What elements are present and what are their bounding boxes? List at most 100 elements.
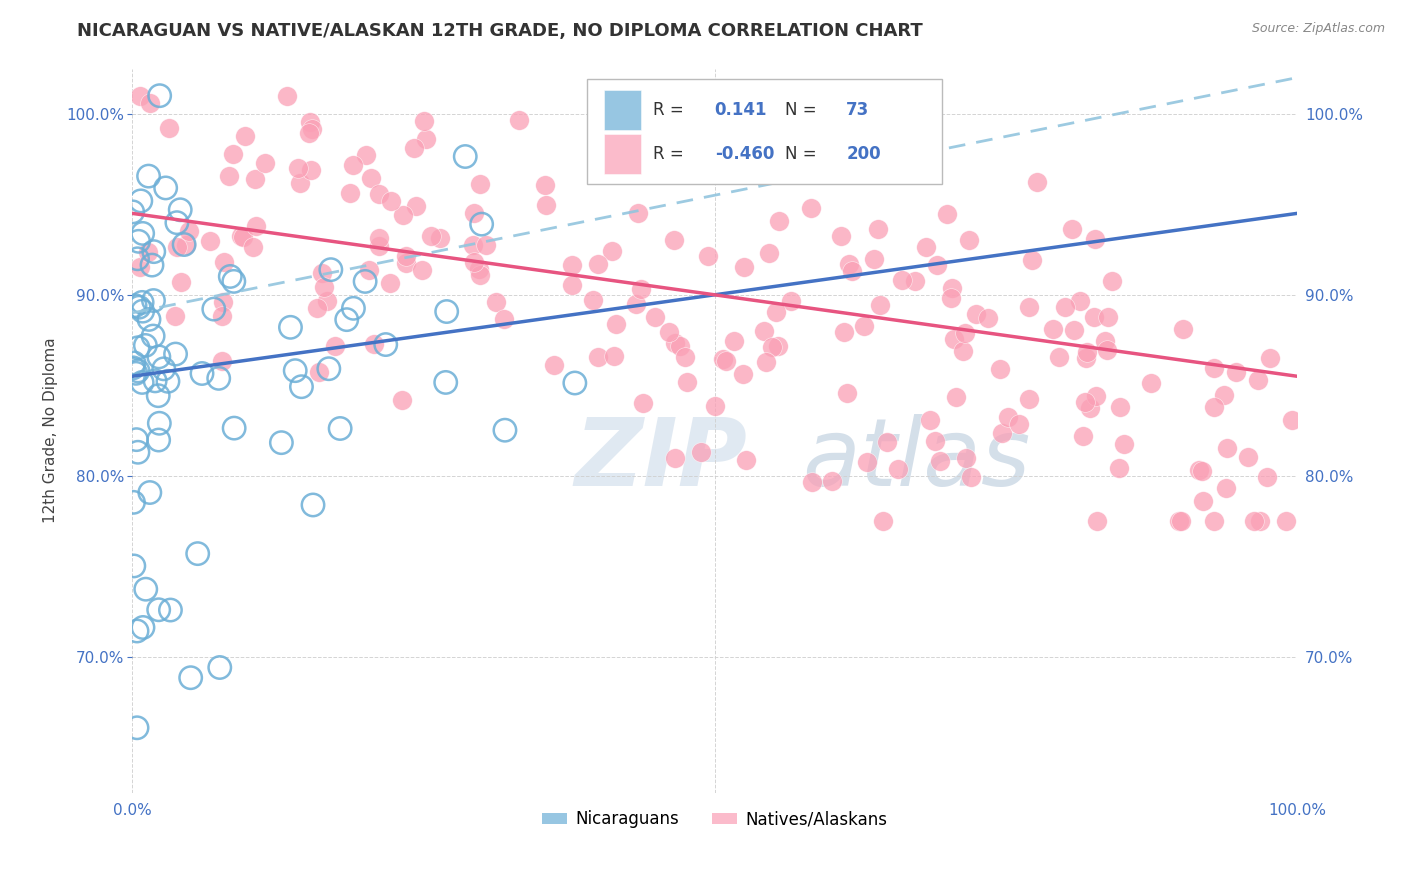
Point bbox=[233, 128, 256, 143]
Point bbox=[312, 279, 335, 293]
Point bbox=[319, 262, 342, 277]
Point bbox=[564, 376, 586, 390]
Point bbox=[342, 158, 364, 172]
Point bbox=[122, 558, 145, 573]
Point bbox=[336, 312, 359, 326]
Point bbox=[475, 238, 498, 252]
Point bbox=[434, 376, 457, 390]
Point bbox=[924, 434, 946, 448]
Point bbox=[633, 396, 655, 410]
Point bbox=[155, 181, 177, 195]
Point bbox=[308, 365, 330, 379]
Point bbox=[367, 239, 389, 253]
Point bbox=[856, 455, 879, 469]
Point bbox=[131, 376, 153, 390]
Point bbox=[134, 338, 156, 352]
Point bbox=[169, 202, 191, 217]
Point bbox=[1202, 400, 1225, 414]
Point bbox=[342, 301, 364, 316]
Point bbox=[173, 237, 195, 252]
Point bbox=[758, 245, 780, 260]
Point bbox=[139, 485, 162, 500]
Point bbox=[1094, 334, 1116, 348]
Point bbox=[952, 343, 974, 358]
Point bbox=[468, 177, 491, 191]
Y-axis label: 12th Grade, No Diploma: 12th Grade, No Diploma bbox=[44, 338, 58, 524]
Point bbox=[170, 275, 193, 289]
Point bbox=[339, 186, 361, 200]
Point bbox=[1101, 274, 1123, 288]
Point bbox=[139, 96, 162, 111]
Point bbox=[668, 339, 690, 353]
Point bbox=[942, 333, 965, 347]
Point bbox=[1216, 442, 1239, 456]
Point bbox=[586, 257, 609, 271]
Point bbox=[991, 425, 1014, 440]
Point bbox=[1018, 300, 1040, 314]
Point bbox=[131, 295, 153, 310]
Point bbox=[1204, 361, 1226, 376]
Point bbox=[723, 334, 745, 349]
Point bbox=[953, 326, 976, 340]
Point bbox=[1225, 365, 1247, 379]
Point bbox=[1112, 437, 1135, 451]
Point bbox=[534, 178, 557, 192]
Point bbox=[148, 389, 170, 403]
Point bbox=[872, 514, 894, 528]
Point bbox=[1212, 388, 1234, 402]
Point bbox=[957, 234, 980, 248]
Text: atlas: atlas bbox=[801, 414, 1031, 505]
Point bbox=[374, 337, 396, 351]
Point bbox=[1108, 461, 1130, 475]
Point bbox=[454, 149, 477, 163]
Point bbox=[363, 337, 385, 351]
Point bbox=[177, 224, 200, 238]
Point bbox=[1053, 300, 1076, 314]
Point bbox=[1021, 253, 1043, 268]
Point bbox=[800, 201, 823, 215]
Point bbox=[696, 248, 718, 262]
Point bbox=[1109, 400, 1132, 414]
Point bbox=[1084, 231, 1107, 245]
Point bbox=[1076, 344, 1098, 359]
Point bbox=[411, 263, 433, 277]
Point bbox=[920, 413, 942, 427]
Point bbox=[711, 352, 734, 367]
Point bbox=[122, 356, 145, 370]
Point bbox=[887, 462, 910, 476]
Point bbox=[129, 88, 152, 103]
Point bbox=[869, 298, 891, 312]
Point bbox=[463, 206, 485, 220]
Point bbox=[232, 230, 254, 244]
Point bbox=[166, 240, 188, 254]
Point bbox=[1047, 350, 1070, 364]
Point bbox=[299, 114, 322, 128]
Point bbox=[955, 450, 977, 465]
Point bbox=[211, 354, 233, 368]
Point bbox=[780, 293, 803, 308]
Point bbox=[436, 304, 458, 318]
Point bbox=[415, 132, 437, 146]
Point bbox=[138, 312, 160, 326]
Point bbox=[159, 603, 181, 617]
Point bbox=[733, 368, 755, 382]
Point bbox=[891, 273, 914, 287]
Point bbox=[821, 474, 844, 488]
Point bbox=[876, 434, 898, 449]
Point bbox=[127, 341, 149, 355]
Point bbox=[658, 325, 681, 339]
Point bbox=[302, 498, 325, 512]
Point bbox=[1192, 494, 1215, 508]
Point bbox=[405, 199, 427, 213]
Point bbox=[288, 177, 311, 191]
Point bbox=[561, 277, 583, 292]
Text: 73: 73 bbox=[846, 102, 869, 120]
Point bbox=[1249, 514, 1271, 528]
Legend: Nicaraguans, Natives/Alaskans: Nicaraguans, Natives/Alaskans bbox=[536, 804, 894, 835]
Point bbox=[1243, 514, 1265, 528]
Point bbox=[125, 433, 148, 447]
Point bbox=[163, 309, 186, 323]
Point bbox=[395, 256, 418, 270]
Point bbox=[1097, 310, 1119, 324]
Point bbox=[142, 293, 165, 308]
